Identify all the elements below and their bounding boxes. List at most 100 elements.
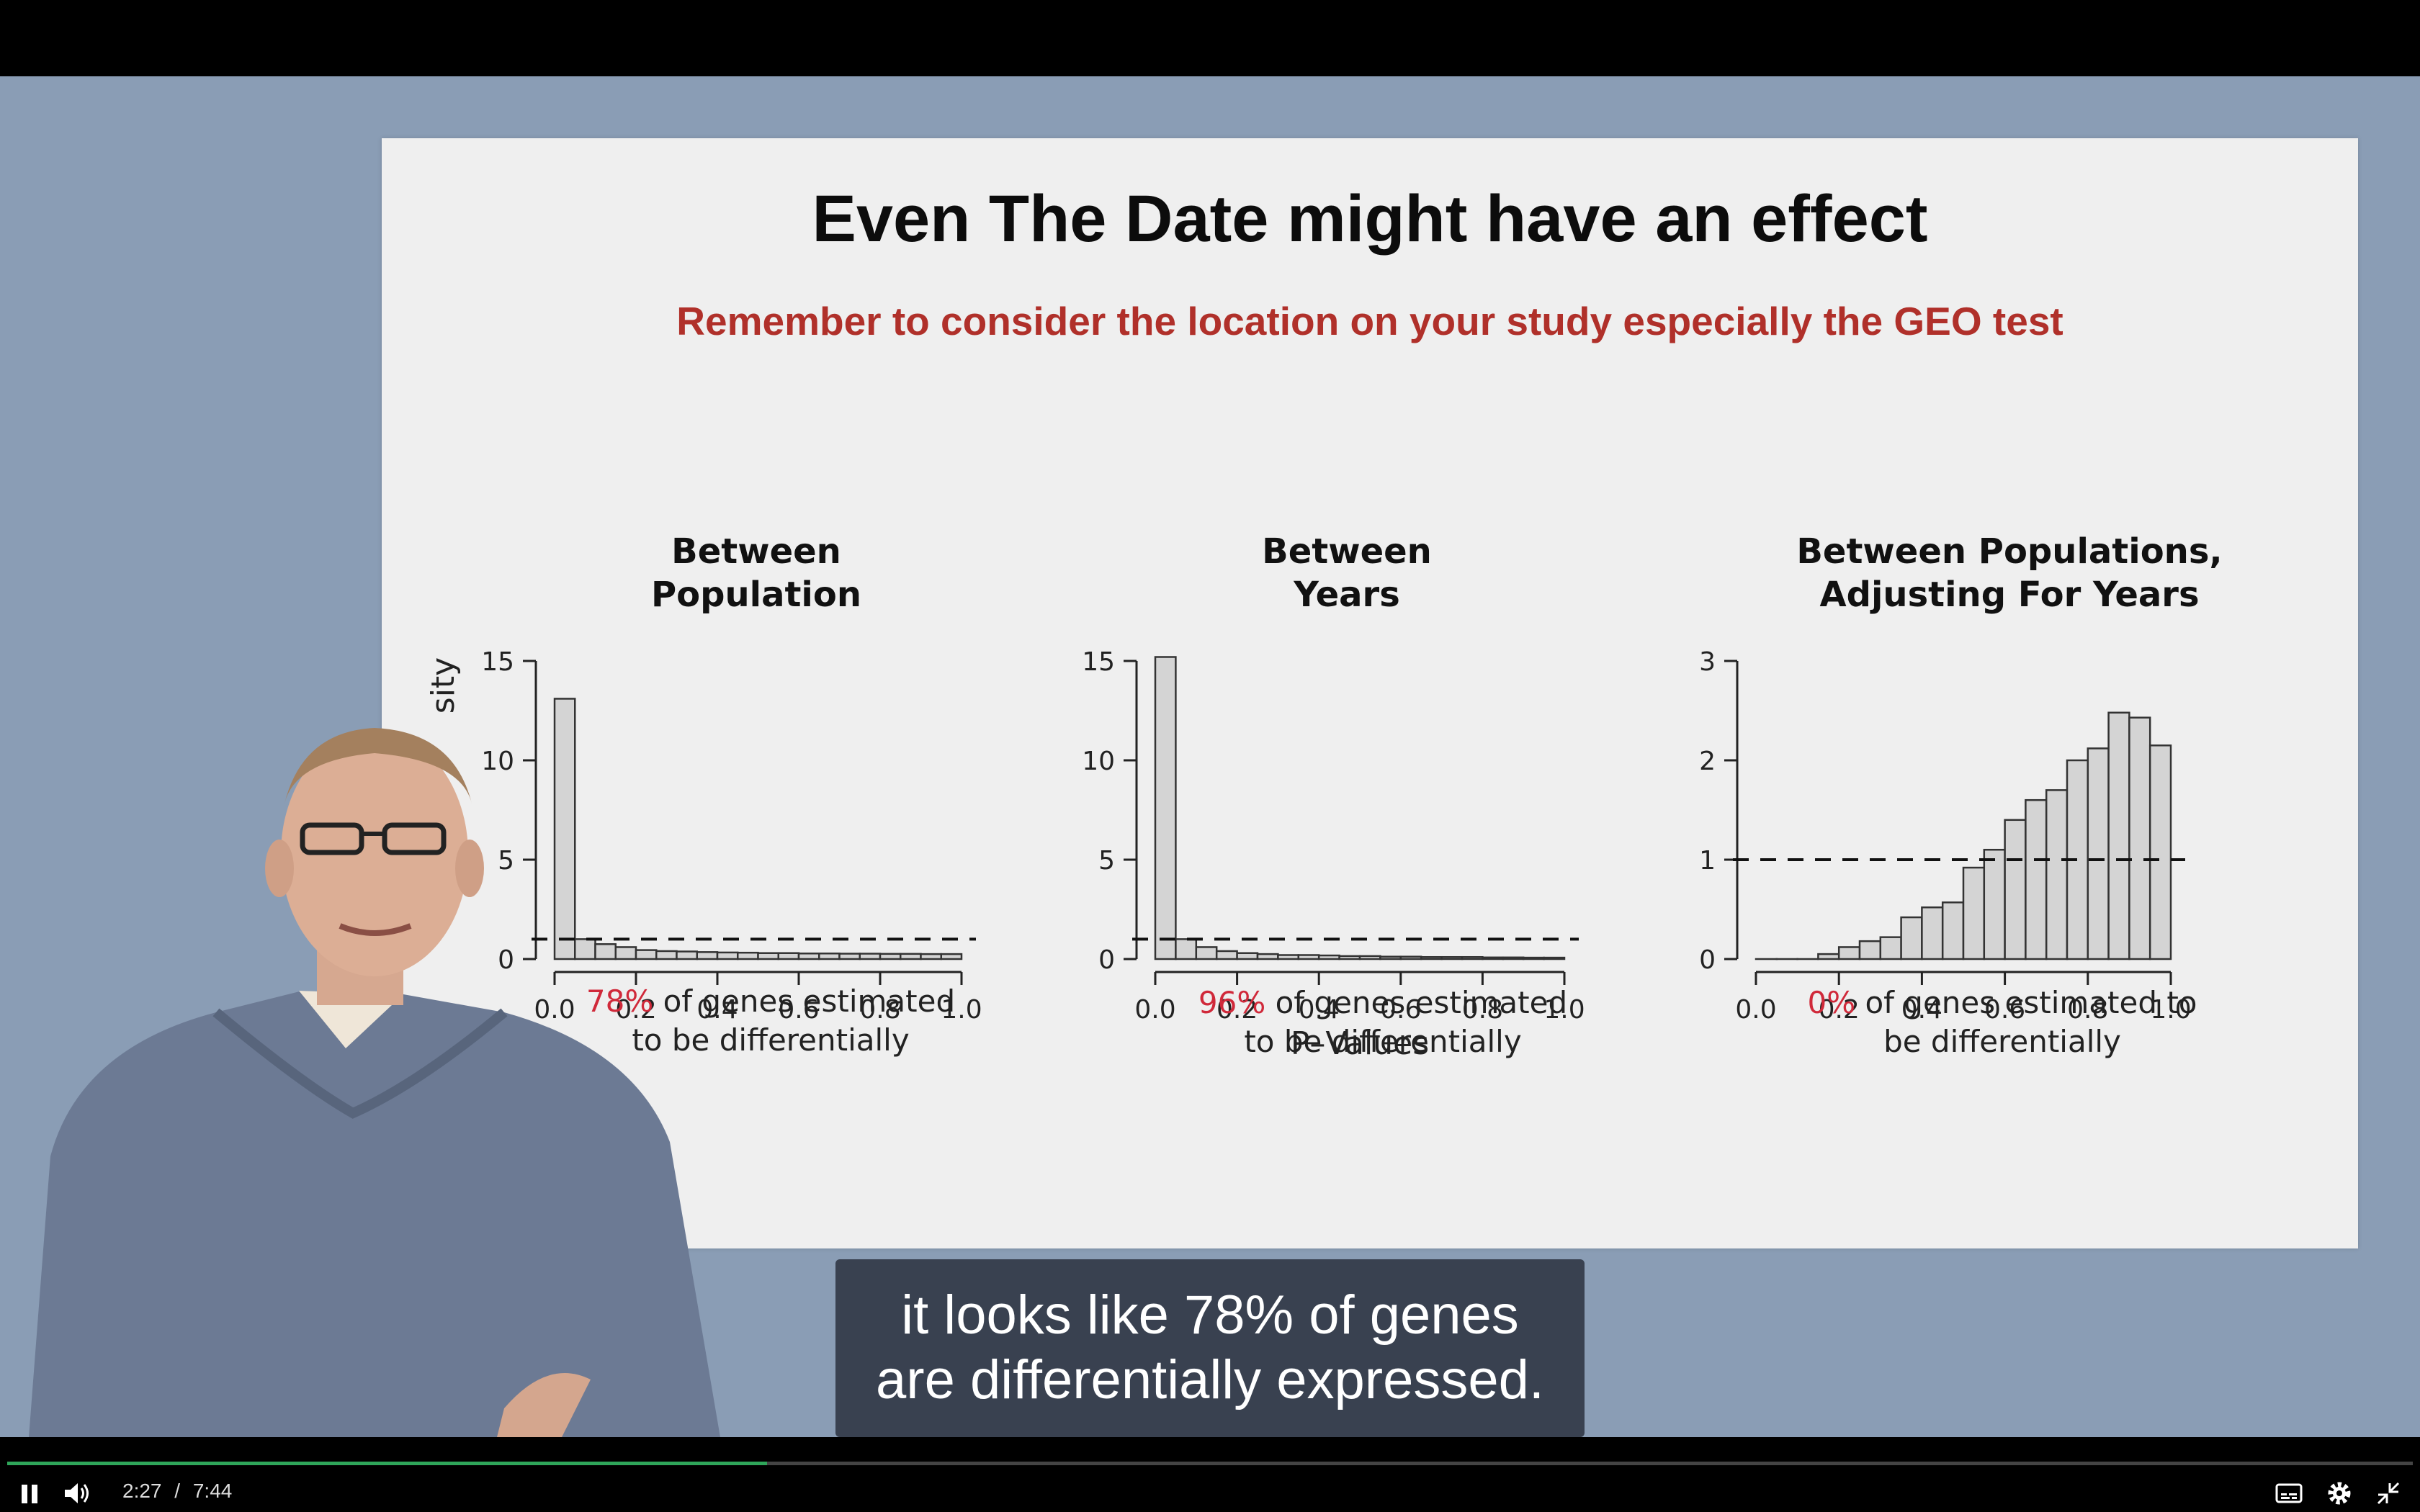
chart-3-bar xyxy=(1941,901,1965,960)
chart-3-x-tick-label: 1.0 xyxy=(2150,995,2191,1025)
chart-1-bar xyxy=(900,953,922,960)
chart-3-y-tick-label: 3 xyxy=(1699,647,1716,677)
chart-3-x-tick-label: 0.2 xyxy=(1819,995,1860,1025)
chart-2-y-tick-label: 10 xyxy=(1082,747,1115,776)
chart-3-bar xyxy=(2087,747,2110,960)
chart-3-bar xyxy=(2025,798,2048,960)
chart-2-bar xyxy=(1215,950,1238,960)
presenter-video-image xyxy=(29,728,720,1437)
chart-2-bar xyxy=(1154,656,1177,960)
caption-2-text-b: to be differentially xyxy=(1244,1024,1522,1059)
chart-1-y-tick-label: 15 xyxy=(481,647,514,677)
chart-1-title-line-2: Population xyxy=(651,575,861,615)
chart-2-bar xyxy=(1256,953,1279,960)
chart-1-bar xyxy=(797,953,820,960)
chart-1-x-tick-label: 1.0 xyxy=(941,995,982,1025)
chart-3-bar xyxy=(1837,946,1861,960)
chart-3-bar xyxy=(1858,940,1882,960)
chart-2-title-line-1: Between xyxy=(1262,531,1432,572)
chart-3-bar xyxy=(1900,916,1923,960)
chart-2-x-tick-label: 0.6 xyxy=(1380,995,1421,1025)
caption-line-2: are differentially expressed. xyxy=(876,1349,1544,1410)
chart-3-bar xyxy=(1962,866,1986,960)
chart-2-bar xyxy=(1338,955,1361,960)
time-display: 2:27 / 7:44 xyxy=(122,1480,232,1503)
chart-3-y-tick-label: 1 xyxy=(1699,846,1716,876)
chart-3-bar xyxy=(1879,936,1902,960)
chart-2-y-tick-label: 5 xyxy=(1098,846,1115,876)
chart-2-x-tick-label: 0.2 xyxy=(1216,995,1258,1025)
video-frame[interactable]: Even The Date might have an effect Remem… xyxy=(0,76,2420,1437)
chart-1-x-tick-label: 0.8 xyxy=(859,995,900,1025)
chart-1-y-tick-label: 0 xyxy=(498,945,514,975)
chart-2-bar xyxy=(1358,955,1381,960)
chart-2-bar xyxy=(1482,956,1505,960)
presentation-slide: Even The Date might have an effect Remem… xyxy=(382,138,2358,1248)
exit-fullscreen-icon xyxy=(2377,1482,2400,1505)
exit-fullscreen-button[interactable] xyxy=(2374,1479,2403,1508)
chart-1-bar xyxy=(920,953,942,960)
chart-1-bar xyxy=(859,953,882,960)
chart-1-bar xyxy=(757,952,779,960)
slide-title: Even The Date might have an effect xyxy=(812,182,1928,256)
caption-1-text-b: to be differentially xyxy=(632,1022,910,1058)
closed-captions-button[interactable] xyxy=(2275,1479,2303,1508)
settings-gear-icon xyxy=(2328,1482,2351,1505)
caption-line-1: it looks like 78% of genes xyxy=(901,1284,1519,1346)
chart-1-bar xyxy=(574,938,596,960)
volume-icon xyxy=(65,1483,89,1503)
pause-button[interactable] xyxy=(17,1479,42,1508)
current-time: 2:27 xyxy=(122,1480,162,1502)
chart-2-bar xyxy=(1175,938,1198,960)
chart-2-x-label: P–Values xyxy=(1291,1025,1429,1062)
chart-1-bar xyxy=(838,953,861,960)
chart-2-title-line-2: Years xyxy=(1293,575,1400,615)
chart-2-y-tick-label: 15 xyxy=(1082,647,1115,677)
chart-2-bar xyxy=(1236,952,1259,960)
chart-1-x-tick-label: 0.0 xyxy=(534,995,575,1025)
chart-2-x-tick-label: 0.4 xyxy=(1299,995,1340,1025)
histogram-panel: Between Population 0 5 10 15 0.0 0.2 0.4 0.6 0.8 1.… xyxy=(382,138,2358,1248)
settings-button[interactable] xyxy=(2325,1479,2354,1508)
caption-chart-3: 0% of genes estimated to be differential… xyxy=(1750,984,2254,1061)
chart-2-bar xyxy=(1195,946,1218,960)
caption-3-text-b: be differentially xyxy=(1883,1024,2121,1059)
chart-2-bar xyxy=(1522,956,1545,960)
closed-caption-box: it looks like 78% of genes are different… xyxy=(835,1259,1585,1437)
caption-1-text-a: of genes estimated xyxy=(653,984,956,1019)
histogram-3: Between Populations,Adjusting For Years 0… xyxy=(1699,531,2223,1025)
caption-2-percent: 96% xyxy=(1198,985,1266,1020)
duration: 7:44 xyxy=(192,1480,233,1502)
chart-3-bar xyxy=(2107,711,2130,960)
volume-button[interactable] xyxy=(62,1479,92,1508)
chart-3-title-line-2: Adjusting For Years xyxy=(1819,575,2199,615)
chart-3-x-tick-label: 0.4 xyxy=(1901,995,1942,1025)
caption-3-percent: 0% xyxy=(1807,985,1856,1020)
chart-3-title-line-1: Between Populations, xyxy=(1796,531,2222,572)
chart-2-bar xyxy=(1379,955,1402,960)
chart-3-bar xyxy=(1817,953,1840,960)
chart-1-bar xyxy=(940,953,963,960)
chart-2-y-tick-label: 0 xyxy=(1098,945,1115,975)
chart-3-x-tick-label: 0.6 xyxy=(1984,995,2025,1025)
chart-2-bar xyxy=(1440,955,1464,960)
progress-bar[interactable] xyxy=(7,1462,2413,1465)
top-black-bar xyxy=(0,0,2420,76)
chart-2-bar xyxy=(1297,954,1320,960)
chart-1-bar xyxy=(777,952,800,960)
chart-2-bar xyxy=(1317,954,1340,960)
chart-2-bar xyxy=(1420,955,1443,960)
chart-3-bar xyxy=(2045,789,2069,960)
chart-3-y-tick-label: 2 xyxy=(1699,747,1716,776)
chart-1-x-tick-label: 0.6 xyxy=(778,995,819,1025)
chart-1-y-tick-label: 10 xyxy=(481,747,514,776)
caption-2-text-a: of genes estimated xyxy=(1265,985,1568,1020)
chart-3-bar xyxy=(2128,716,2151,960)
chart-3-bar xyxy=(2148,744,2172,960)
chart-2-bar xyxy=(1502,956,1525,960)
slide-subtitle: Remember to consider the location on you… xyxy=(676,299,2063,343)
chart-2-bar xyxy=(1399,955,1422,960)
